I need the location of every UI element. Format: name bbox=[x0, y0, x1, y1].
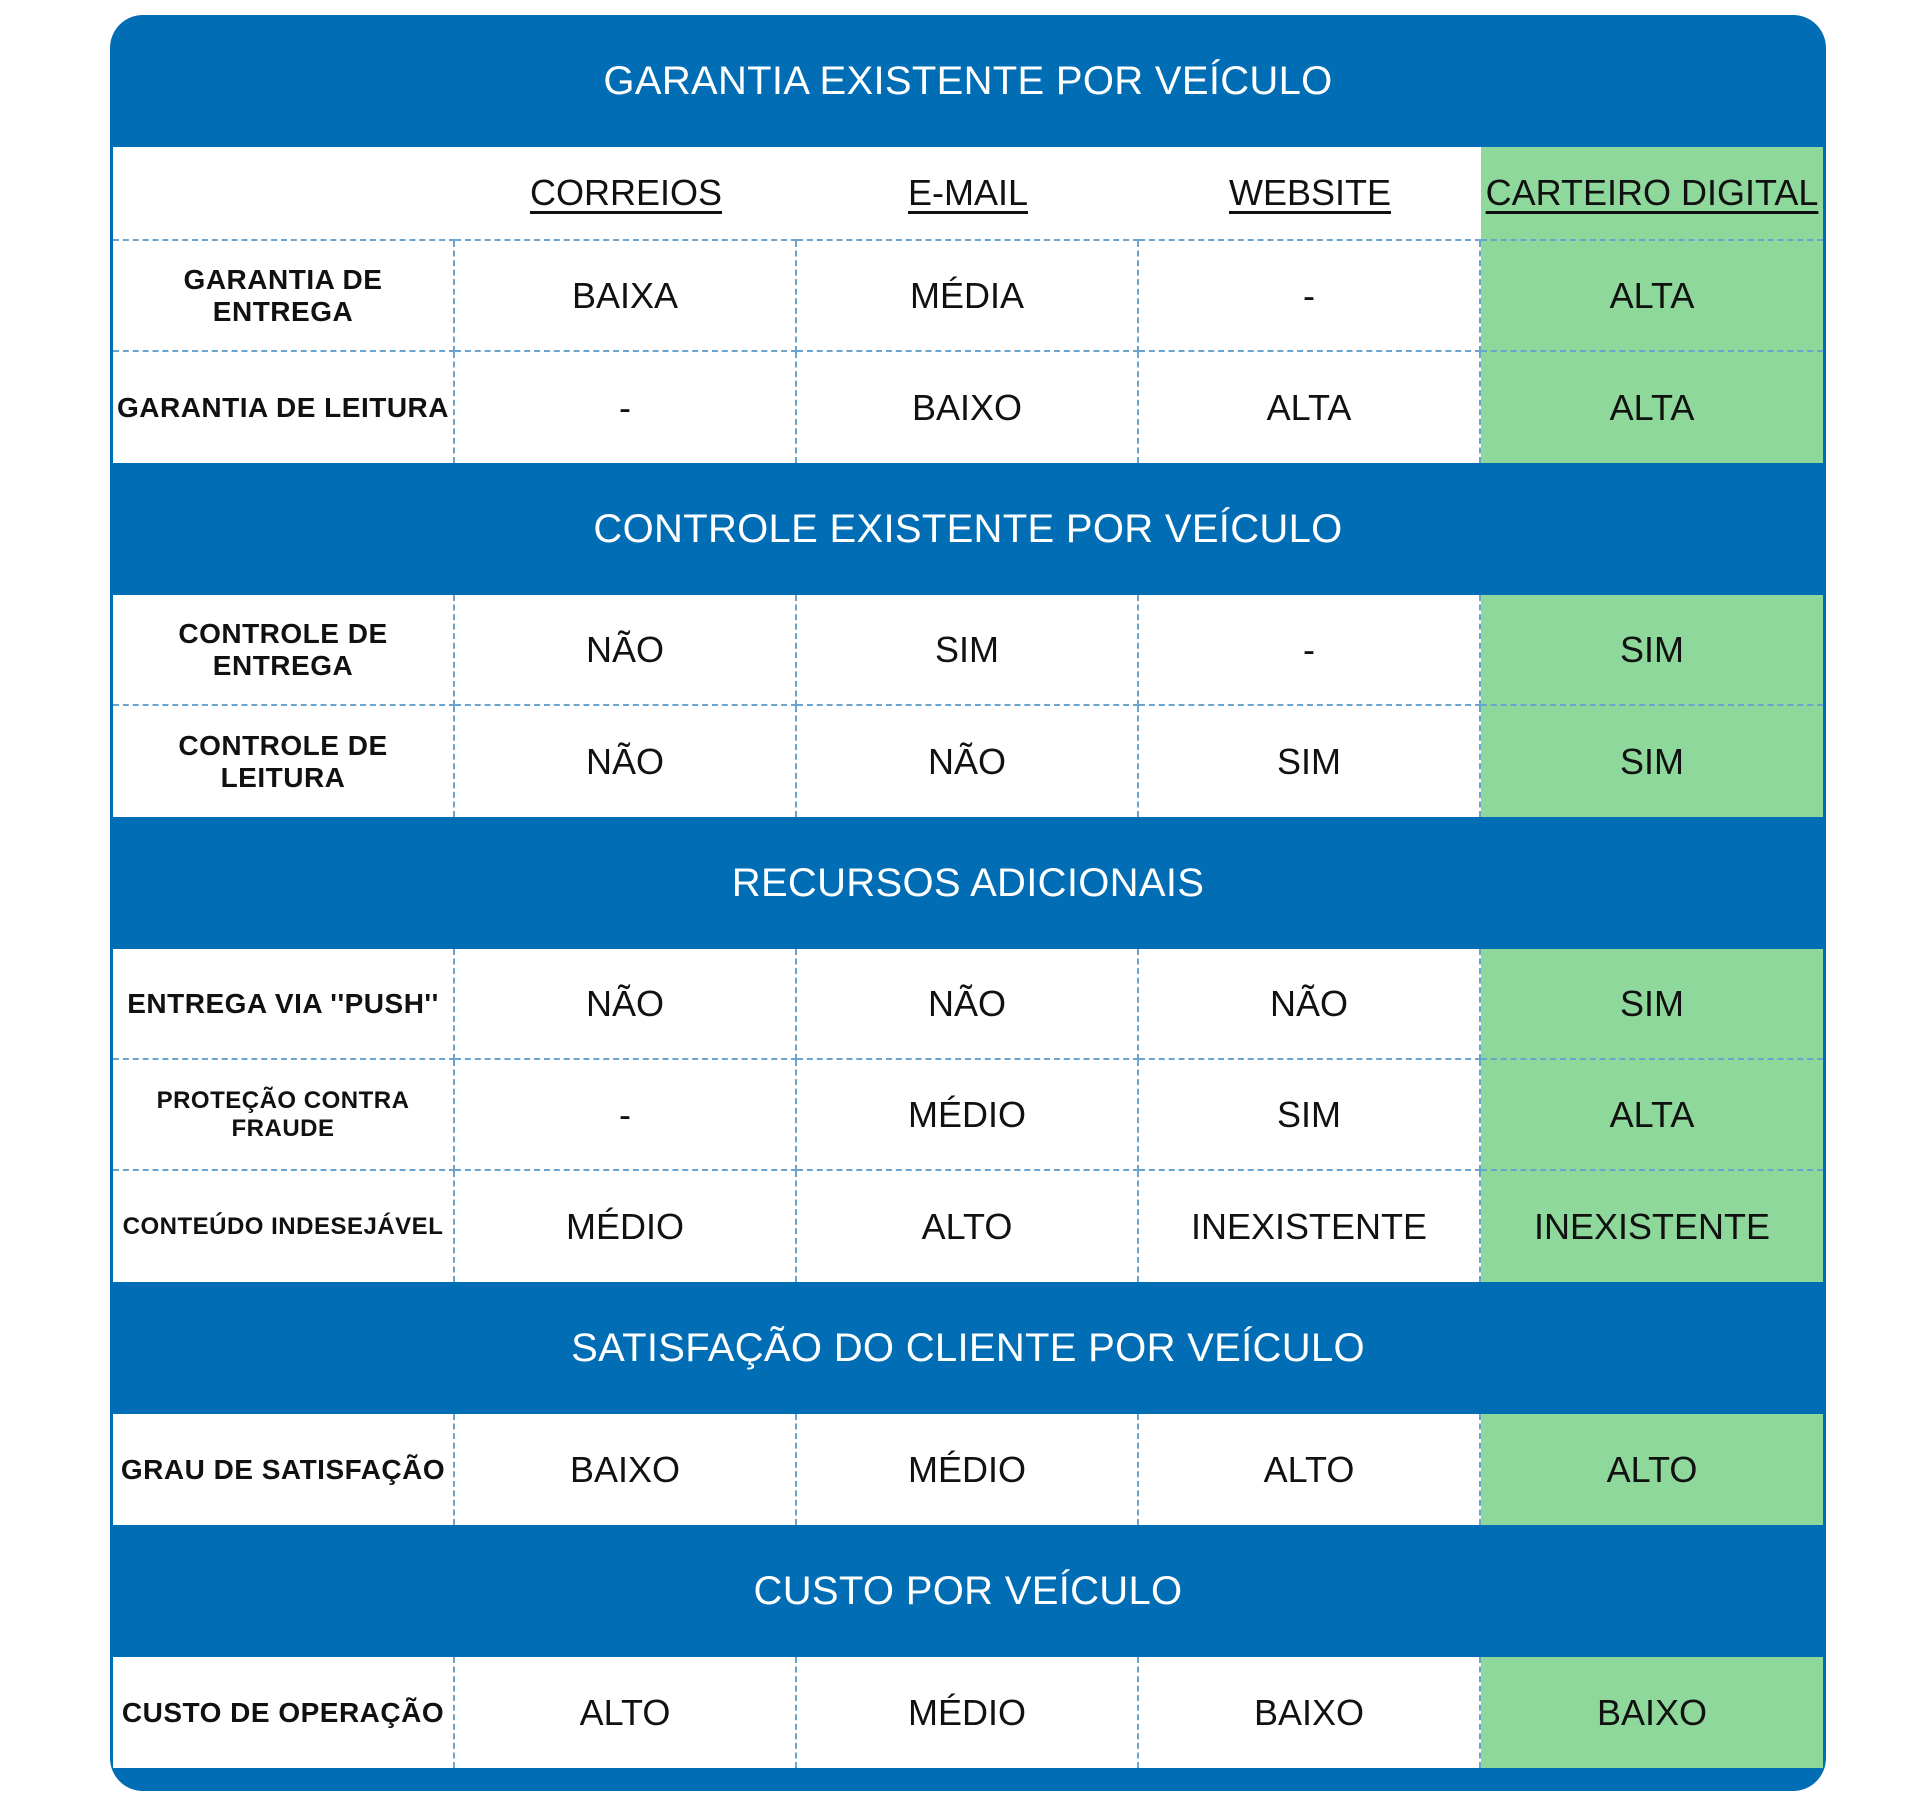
table-cell: - bbox=[1139, 241, 1481, 352]
table-cell: BAIXO bbox=[455, 1414, 797, 1525]
table-cell: NÃO bbox=[797, 706, 1139, 817]
table-cell: BAIXA bbox=[455, 241, 797, 352]
table-cell: BAIXO bbox=[1139, 1657, 1481, 1768]
table-cell: ALTA bbox=[1139, 352, 1481, 463]
table-cell-highlight: ALTA bbox=[1481, 1060, 1823, 1171]
section-header-garantia: GARANTIA EXISTENTE POR VEÍCULO bbox=[113, 15, 1823, 147]
table-cell: SIM bbox=[1139, 706, 1481, 817]
table-body: GARANTIA EXISTENTE POR VEÍCULO CORREIOS … bbox=[113, 15, 1823, 1768]
table-cell: MÉDIO bbox=[797, 1657, 1139, 1768]
table-cell: NÃO bbox=[797, 949, 1139, 1060]
table-cell: ALTO bbox=[1139, 1414, 1481, 1525]
section-title: CUSTO POR VEÍCULO bbox=[753, 1568, 1183, 1613]
column-header-correios: CORREIOS bbox=[455, 147, 797, 241]
row-label: ENTREGA VIA ''PUSH'' bbox=[113, 949, 455, 1060]
section-rows-controle: CONTROLE DE ENTREGA NÃO SIM - SIM CONTRO… bbox=[113, 595, 1823, 817]
table-cell: ALTO bbox=[797, 1171, 1139, 1282]
section-title: CONTROLE EXISTENTE POR VEÍCULO bbox=[593, 506, 1343, 551]
comparison-table: GARANTIA EXISTENTE POR VEÍCULO CORREIOS … bbox=[110, 15, 1826, 1791]
table-cell: - bbox=[455, 1060, 797, 1171]
table-cell: MÉDIO bbox=[797, 1414, 1139, 1525]
section-header-custo: CUSTO POR VEÍCULO bbox=[113, 1525, 1823, 1657]
section-rows-recursos: ENTREGA VIA ''PUSH'' NÃO NÃO NÃO SIM PRO… bbox=[113, 949, 1823, 1282]
table-cell-highlight: ALTA bbox=[1481, 241, 1823, 352]
column-header-empty bbox=[113, 147, 455, 241]
table-cell: NÃO bbox=[455, 949, 797, 1060]
table-cell: NÃO bbox=[455, 706, 797, 817]
column-header-carteiro-digital: CARTEIRO DIGITAL bbox=[1481, 147, 1823, 241]
section-header-satisfacao: SATISFAÇÃO DO CLIENTE POR VEÍCULO bbox=[113, 1282, 1823, 1414]
table-cell: - bbox=[455, 352, 797, 463]
row-label: CONTROLE DE LEITURA bbox=[113, 706, 455, 817]
table-cell-highlight: SIM bbox=[1481, 595, 1823, 706]
row-label: PROTEÇÃO CONTRA FRAUDE bbox=[113, 1060, 455, 1171]
section-header-recursos: RECURSOS ADICIONAIS bbox=[113, 817, 1823, 949]
table-cell: BAIXO bbox=[797, 352, 1139, 463]
table-cell: - bbox=[1139, 595, 1481, 706]
table-cell-highlight: ALTO bbox=[1481, 1414, 1823, 1525]
section-title: SATISFAÇÃO DO CLIENTE POR VEÍCULO bbox=[571, 1325, 1365, 1370]
column-header-website: WEBSITE bbox=[1139, 147, 1481, 241]
table-cell: NÃO bbox=[455, 595, 797, 706]
row-label: CONTROLE DE ENTREGA bbox=[113, 595, 455, 706]
table-cell-highlight: BAIXO bbox=[1481, 1657, 1823, 1768]
row-label: CONTEÚDO INDESEJÁVEL bbox=[113, 1171, 455, 1282]
table-cell: SIM bbox=[1139, 1060, 1481, 1171]
section-rows-custo: CUSTO DE OPERAÇÃO ALTO MÉDIO BAIXO BAIXO bbox=[113, 1657, 1823, 1768]
table-cell: MÉDIO bbox=[455, 1171, 797, 1282]
table-cell: ALTO bbox=[455, 1657, 797, 1768]
section-title: GARANTIA EXISTENTE POR VEÍCULO bbox=[603, 58, 1333, 103]
table-cell-highlight: ALTA bbox=[1481, 352, 1823, 463]
section-header-controle: CONTROLE EXISTENTE POR VEÍCULO bbox=[113, 463, 1823, 595]
table-cell-highlight: SIM bbox=[1481, 706, 1823, 817]
row-label: CUSTO DE OPERAÇÃO bbox=[113, 1657, 455, 1768]
table-cell-highlight: SIM bbox=[1481, 949, 1823, 1060]
table-cell-highlight: INEXISTENTE bbox=[1481, 1171, 1823, 1282]
column-header-email: E-MAIL bbox=[797, 147, 1139, 241]
section-rows-satisfacao: GRAU DE SATISFAÇÃO BAIXO MÉDIO ALTO ALTO bbox=[113, 1414, 1823, 1525]
row-label: GRAU DE SATISFAÇÃO bbox=[113, 1414, 455, 1525]
section-title: RECURSOS ADICIONAIS bbox=[731, 860, 1205, 905]
row-label: GARANTIA DE ENTREGA bbox=[113, 241, 455, 352]
table-cell: INEXISTENTE bbox=[1139, 1171, 1481, 1282]
table-cell: NÃO bbox=[1139, 949, 1481, 1060]
row-label: GARANTIA DE LEITURA bbox=[113, 352, 455, 463]
table-cell: SIM bbox=[797, 595, 1139, 706]
table-cell: MÉDIO bbox=[797, 1060, 1139, 1171]
table-cell: MÉDIA bbox=[797, 241, 1139, 352]
column-header-row: CORREIOS E-MAIL WEBSITE CARTEIRO DIGITAL bbox=[113, 147, 1823, 241]
section-rows-garantia: GARANTIA DE ENTREGA BAIXA MÉDIA - ALTA G… bbox=[113, 241, 1823, 463]
